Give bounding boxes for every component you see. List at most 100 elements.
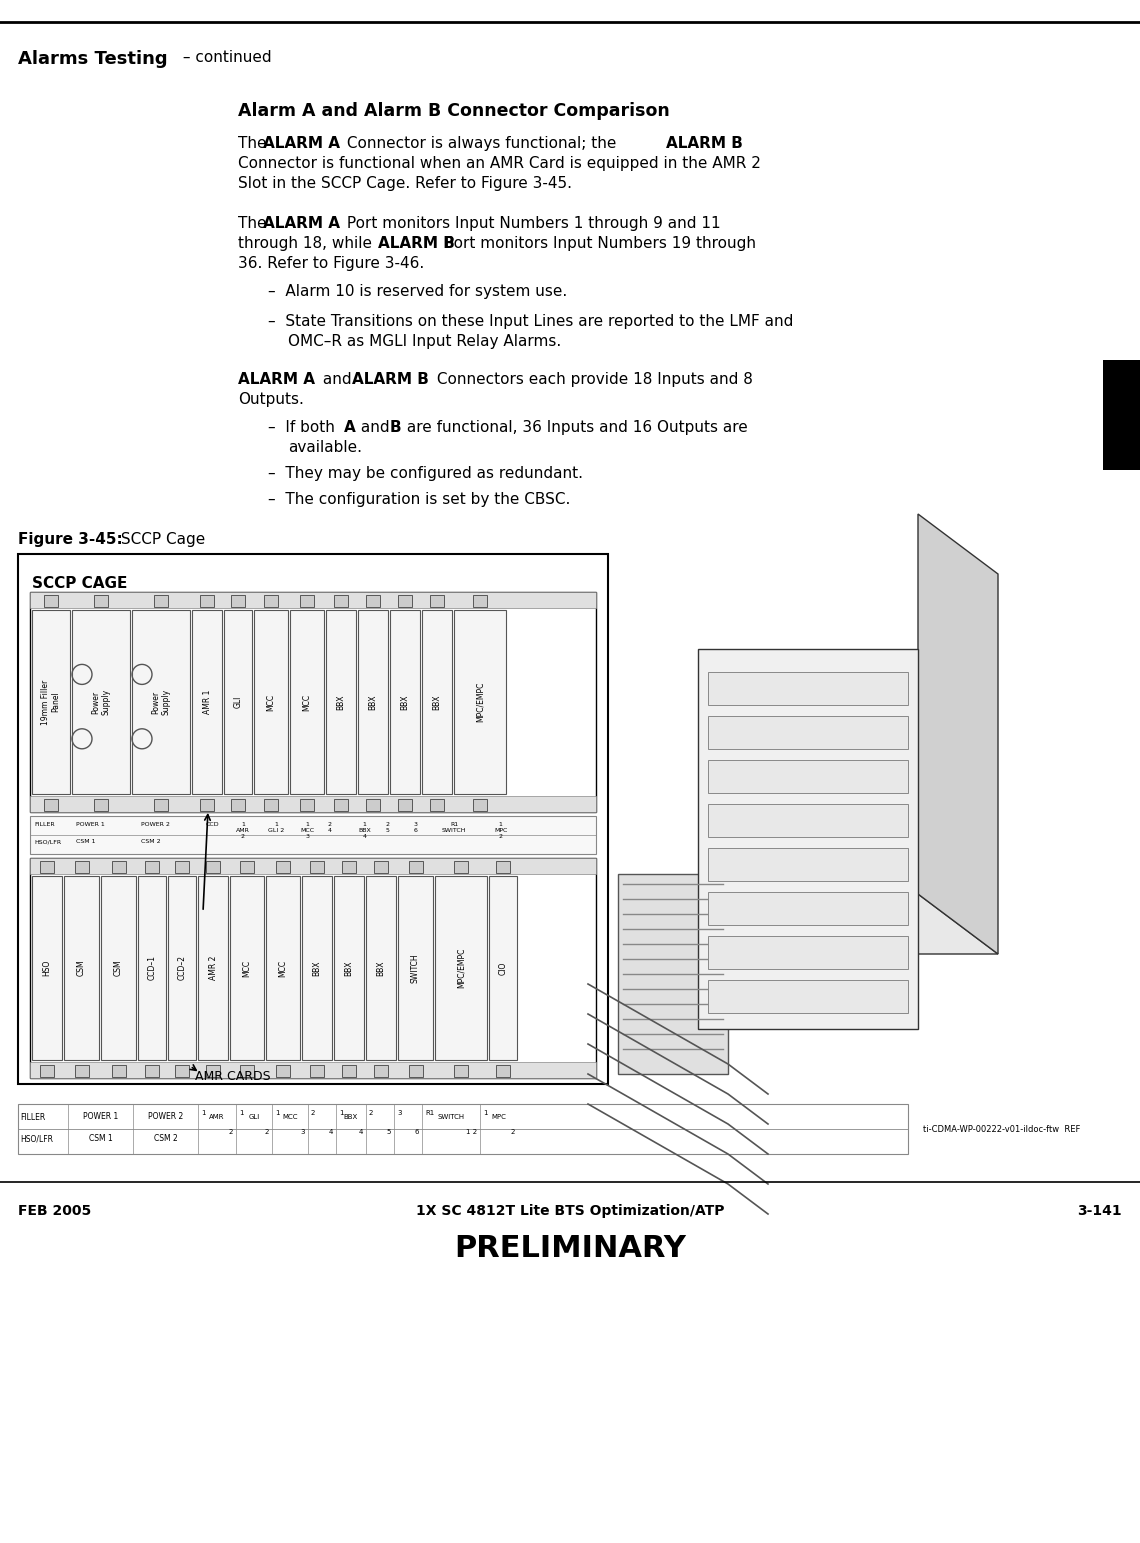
Bar [430, 799, 443, 812]
Bar [74, 1065, 89, 1077]
Text: ALARM A: ALARM A [263, 136, 340, 151]
Text: 5: 5 [386, 1129, 391, 1136]
Bar [176, 861, 189, 873]
Text: CIO: CIO [498, 961, 507, 975]
Bar [276, 1065, 290, 1077]
Bar [454, 1065, 469, 1077]
Bar [230, 876, 264, 1060]
Text: The: The [238, 216, 271, 231]
Bar [145, 1065, 158, 1077]
Text: 3-141: 3-141 [1077, 1204, 1122, 1217]
Text: AMR 2: AMR 2 [209, 955, 218, 980]
Text: FEB 2005: FEB 2005 [18, 1204, 91, 1217]
Text: Figure 3-45:: Figure 3-45: [18, 532, 123, 548]
Bar [192, 609, 222, 795]
Text: available.: available. [288, 440, 363, 455]
Bar [101, 876, 136, 1060]
Bar [334, 799, 348, 812]
Text: Alarm A and Alarm B Connector Comparison: Alarm A and Alarm B Connector Comparison [238, 102, 670, 120]
Text: AMR 1: AMR 1 [203, 690, 212, 714]
Bar [708, 761, 907, 793]
Text: 6: 6 [415, 1129, 420, 1136]
Bar [310, 861, 324, 873]
Text: A: A [344, 420, 356, 435]
Text: ALARM B: ALARM B [666, 136, 743, 151]
Text: –  The configuration is set by the CBSC.: – The configuration is set by the CBSC. [268, 492, 570, 508]
Text: R1: R1 [425, 1109, 434, 1116]
Text: –  Alarm 10 is reserved for system use.: – Alarm 10 is reserved for system use. [268, 284, 568, 299]
Bar [366, 876, 396, 1060]
Text: 1: 1 [483, 1109, 488, 1116]
Bar [390, 609, 420, 795]
Text: CSM 1: CSM 1 [76, 839, 96, 844]
Text: 1: 1 [275, 1109, 279, 1116]
Text: Port monitors Input Numbers 19 through: Port monitors Input Numbers 19 through [440, 236, 756, 252]
Bar [496, 861, 510, 873]
Text: ALARM A: ALARM A [263, 216, 340, 231]
Bar [223, 609, 252, 795]
Bar [154, 799, 168, 812]
Bar [496, 1065, 510, 1077]
Text: CSM 2: CSM 2 [141, 839, 161, 844]
Bar [198, 876, 228, 1060]
Bar [398, 876, 433, 1060]
Bar [366, 799, 380, 812]
Bar [30, 816, 596, 853]
Text: BBX: BBX [344, 1114, 358, 1120]
Bar [708, 716, 907, 748]
Bar [200, 799, 214, 812]
Text: CCD–1: CCD–1 [147, 955, 156, 980]
Text: BBX: BBX [432, 694, 441, 710]
Text: 1: 1 [339, 1109, 343, 1116]
Bar [358, 609, 388, 795]
Text: CSM: CSM [114, 960, 123, 977]
Bar [30, 1062, 596, 1079]
Text: HSO/LFR: HSO/LFR [21, 1134, 52, 1143]
Bar [708, 849, 907, 881]
Text: ti-CDMA-WP-00222-v01-ildoc-ftw  REF: ti-CDMA-WP-00222-v01-ildoc-ftw REF [923, 1125, 1081, 1134]
Text: 1
AMR
2: 1 AMR 2 [236, 822, 250, 838]
Bar [366, 596, 380, 606]
Text: MCC: MCC [283, 1114, 298, 1120]
Text: 1X SC 4812T Lite BTS Optimization/ATP: 1X SC 4812T Lite BTS Optimization/ATP [416, 1204, 724, 1217]
Bar [342, 861, 356, 873]
Bar [708, 804, 907, 836]
Text: –  State Transitions on these Input Lines are reported to the LMF and: – State Transitions on these Input Lines… [268, 313, 793, 329]
Text: 2
5: 2 5 [386, 822, 390, 833]
Bar [206, 861, 220, 873]
Text: 1
MPC
2: 1 MPC 2 [494, 822, 507, 838]
Bar [40, 1065, 54, 1077]
Bar [300, 596, 314, 606]
Text: ALARM B: ALARM B [378, 236, 455, 252]
Text: POWER 1: POWER 1 [76, 822, 105, 827]
Bar [698, 650, 918, 1029]
Text: BBX: BBX [400, 694, 409, 710]
Text: ALARM A: ALARM A [238, 372, 315, 387]
Bar [708, 673, 907, 705]
Text: 1
BBX
4: 1 BBX 4 [358, 822, 370, 838]
Bar [241, 861, 254, 873]
Text: HSO/LFR: HSO/LFR [34, 839, 62, 844]
Bar [310, 1065, 324, 1077]
Bar [398, 596, 412, 606]
Text: 1
GLI 2: 1 GLI 2 [268, 822, 284, 833]
Text: B: B [390, 420, 401, 435]
Text: AMR CARDS: AMR CARDS [195, 1069, 271, 1083]
Bar [168, 876, 196, 1060]
Text: Slot in the SCCP Cage. Refer to Figure 3-45.: Slot in the SCCP Cage. Refer to Figure 3… [238, 176, 572, 191]
Bar [30, 593, 596, 608]
Bar [454, 609, 506, 795]
Bar [342, 1065, 356, 1077]
Text: Connector is functional when an AMR Card is equipped in the AMR 2: Connector is functional when an AMR Card… [238, 156, 760, 171]
Text: CSM 2: CSM 2 [154, 1134, 178, 1143]
Bar [473, 596, 487, 606]
Text: 1: 1 [201, 1109, 205, 1116]
Text: and: and [318, 372, 357, 387]
Text: AMR: AMR [210, 1114, 225, 1120]
Text: R1
SWITCH: R1 SWITCH [442, 822, 466, 833]
Bar [454, 861, 469, 873]
Text: are functional, 36 Inputs and 16 Outputs are: are functional, 36 Inputs and 16 Outputs… [402, 420, 748, 435]
Bar [334, 876, 364, 1060]
Text: 3: 3 [301, 1129, 306, 1136]
Bar [374, 861, 388, 873]
